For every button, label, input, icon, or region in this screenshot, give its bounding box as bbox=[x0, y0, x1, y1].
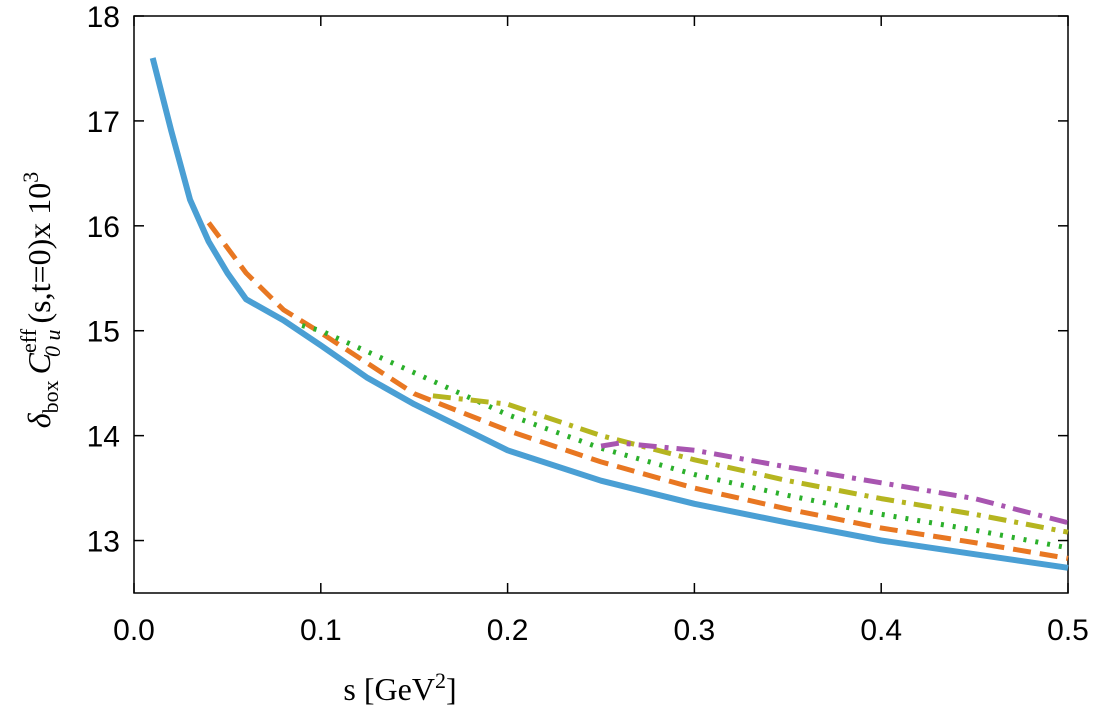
y-label-rest: (s,t=0)x 10 bbox=[21, 183, 57, 324]
x-tick-label: 0.3 bbox=[674, 614, 716, 647]
y-tick-label: 13 bbox=[87, 526, 120, 559]
y-tick-label: 15 bbox=[87, 316, 120, 349]
x-tick-label: 0.1 bbox=[300, 614, 342, 647]
x-tick-label: 0.2 bbox=[487, 614, 529, 647]
x-tick-label: 0.4 bbox=[860, 614, 902, 647]
y-label-c: C bbox=[21, 352, 57, 374]
x-label-sup: 2 bbox=[435, 668, 446, 693]
y-label-c-sub: 0 u bbox=[40, 329, 65, 357]
series-line bbox=[301, 323, 1069, 551]
series-line bbox=[432, 393, 1069, 535]
y-label-delta: δ bbox=[21, 412, 57, 428]
x-label-main: s [GeV bbox=[343, 671, 435, 707]
x-tick-label: 0.0 bbox=[113, 614, 155, 647]
x-tick-label: 0.5 bbox=[1047, 614, 1089, 647]
y-tick-label: 14 bbox=[87, 421, 120, 454]
y-label-rest-sup: 3 bbox=[18, 172, 43, 183]
y-tick-label: 17 bbox=[87, 106, 120, 139]
y-label-delta-sub: box bbox=[38, 380, 63, 413]
frame bbox=[133, 15, 1069, 594]
y-tick-label: 16 bbox=[87, 211, 120, 244]
series-line bbox=[206, 221, 1069, 561]
series-line bbox=[149, 57, 1069, 571]
y-axis-label: δbox Ceff0 u (s,t=0)x 103 bbox=[16, 172, 65, 428]
x-label-end: ] bbox=[446, 671, 457, 707]
y-label-c-sup: eff bbox=[16, 328, 41, 353]
x-axis-label: s [GeV2] bbox=[343, 668, 456, 707]
y-tick-label: 18 bbox=[87, 1, 120, 34]
